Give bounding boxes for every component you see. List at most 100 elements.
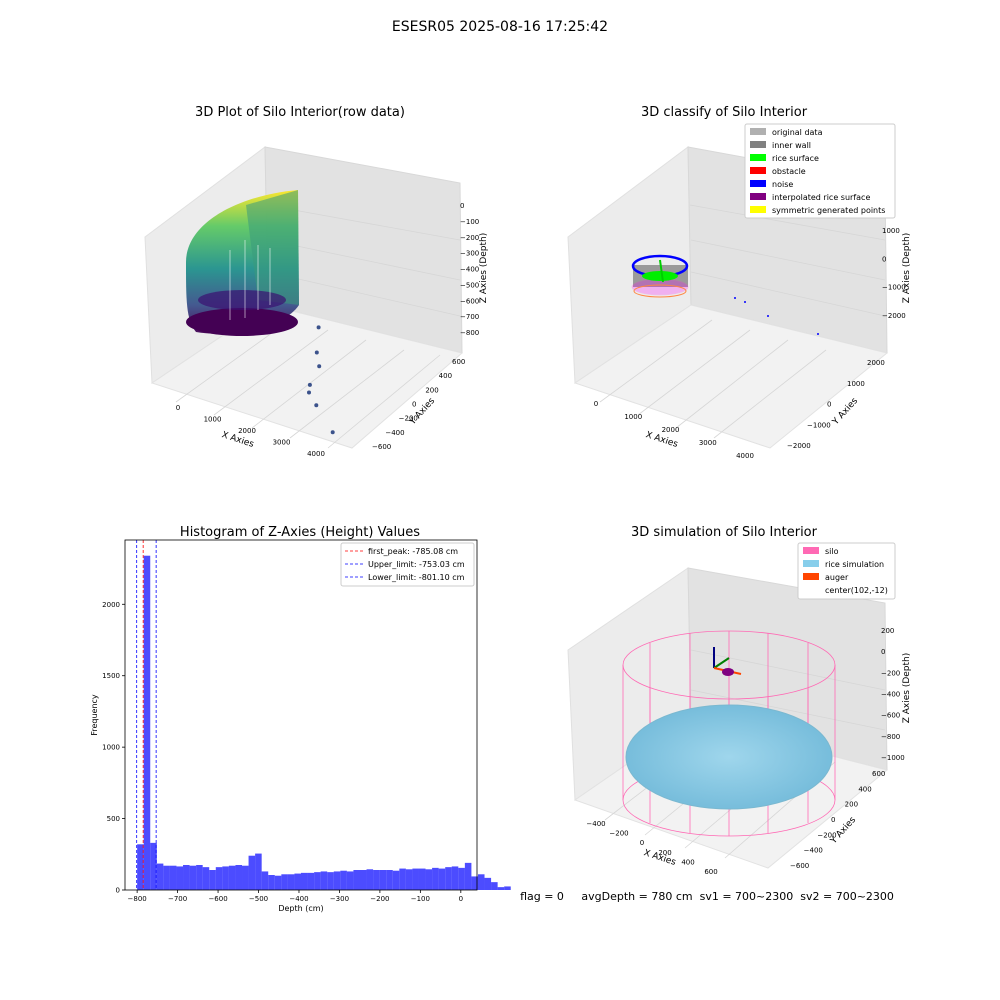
legend-label: Lower_limit: -801.10 cm [368,573,465,582]
legend-label: rice surface [772,154,819,163]
histogram-bars [137,555,511,890]
tick-label: −600 [790,862,809,870]
histogram-bar [307,872,315,890]
histogram-bar [137,844,144,890]
legend: first_peak: -785.08 cm Upper_limit: -753.… [340,542,475,587]
histogram-bar [484,877,492,890]
histogram-bar [379,870,387,890]
histogram-bar [458,867,465,890]
legend-label: silo [825,547,839,556]
tick-label: 0 [594,400,598,408]
tick-label: −600 [881,712,900,720]
histogram-bar [222,866,229,890]
tick-label: −700 [460,313,479,321]
tick-label: −1000 [881,754,905,762]
legend-label: rice simulation [825,560,884,569]
panel-classify-title: 3D classify of Silo Interior [641,105,808,120]
tick-label: 0 [640,839,644,847]
histogram-bar [314,872,321,890]
histogram-bar [287,874,295,890]
histogram-bar [228,865,236,890]
tick-label: 400 [439,372,452,380]
tick-label: −400 [881,691,900,699]
panel-simulation-title: 3D simulation of Silo Interior [631,525,818,540]
histogram-bar [183,865,190,890]
tick-label: 600 [704,868,717,876]
y-tick-label: 0 [116,887,120,895]
outlier-point [317,364,322,369]
tick-label: −400 [460,266,479,274]
tick-label: 0 [176,404,180,412]
histogram-bar [281,874,288,890]
histogram-bar [294,873,301,890]
outlier-point [316,325,321,330]
tick-label: 0 [881,648,885,656]
y-tick-label: 2000 [102,601,120,609]
y-tick-labels: −2000 −1000 0 1000 2000 [787,359,885,450]
histogram-bar [248,855,256,890]
tick-label: 1000 [847,380,865,388]
legend: silo rice simulation auger center(102,-12) [797,542,896,600]
histogram-bar [359,870,367,890]
histogram-bar [451,866,459,890]
legend-swatch [750,180,766,187]
histogram-title: Histogram of Z-Axies (Height) Values [180,525,420,540]
z-axis-label: Z Axies (Depth) [902,653,912,724]
legend-label: center(102,-12) [825,586,888,595]
histogram-bar [143,555,151,890]
x-tick-label: −400 [289,895,308,903]
outlier-point [314,403,319,408]
legend-label: inner wall [772,141,811,150]
rice-surface [625,704,833,810]
tick-label: 2000 [662,426,680,434]
tick-label: 0 [882,255,886,263]
histogram-bar [477,874,485,890]
tick-label: −1000 [807,421,831,429]
tick-label: 400 [858,785,871,793]
histogram-bar [353,870,360,890]
histogram-bar [189,865,197,890]
outlier-point [307,382,312,387]
histogram-bar [471,876,478,890]
histogram-bar [169,865,177,890]
y-tick-label: 1500 [102,672,120,680]
tick-label: 600 [452,358,465,366]
tick-label: −400 [586,820,605,828]
histogram-bar [255,853,262,890]
plot-frame [124,539,478,891]
tick-label: 1000 [624,413,642,421]
tick-label: 0 [831,816,835,824]
tick-label: −400 [385,429,404,437]
histogram-bar [346,871,354,890]
x-tick-label: −600 [208,895,227,903]
tick-label: 2000 [238,427,256,435]
outlier-point [314,350,319,355]
histogram-bar [209,870,216,890]
legend-swatch [750,128,766,135]
x-tick-label: −700 [168,895,187,903]
histogram-bar [176,866,184,890]
histogram-bar [438,868,446,890]
histogram-bar [301,872,308,890]
tick-label: −500 [460,281,479,289]
z-tick-labels: −2000 −1000 0 1000 [882,227,906,320]
x-tick-labels: −400 −200 0 200 400 600 [586,820,717,876]
y-tick-label: 500 [107,815,120,823]
histogram-bar [432,867,439,890]
tick-label: −600 [372,443,391,451]
tick-label: 1000 [204,416,222,424]
x-tick-label: 0 [459,895,463,903]
legend-label: obstacle [772,167,806,176]
histogram-bar [215,867,223,890]
tick-label: 2000 [867,359,885,367]
tick-label: −200 [460,234,479,242]
legend: original data inner wall rice surface obsta… [744,123,896,219]
legend-label: first_peak: -785.08 cm [368,547,458,556]
histogram-bar [392,870,400,890]
tick-label: −200 [609,830,628,838]
histogram-bar [445,867,452,890]
tick-label: 0 [412,401,416,409]
x-ticks: −800 −700 −600 −500 −400 −300 −200 −100 0 [128,890,463,903]
tick-label: 200 [425,386,438,394]
